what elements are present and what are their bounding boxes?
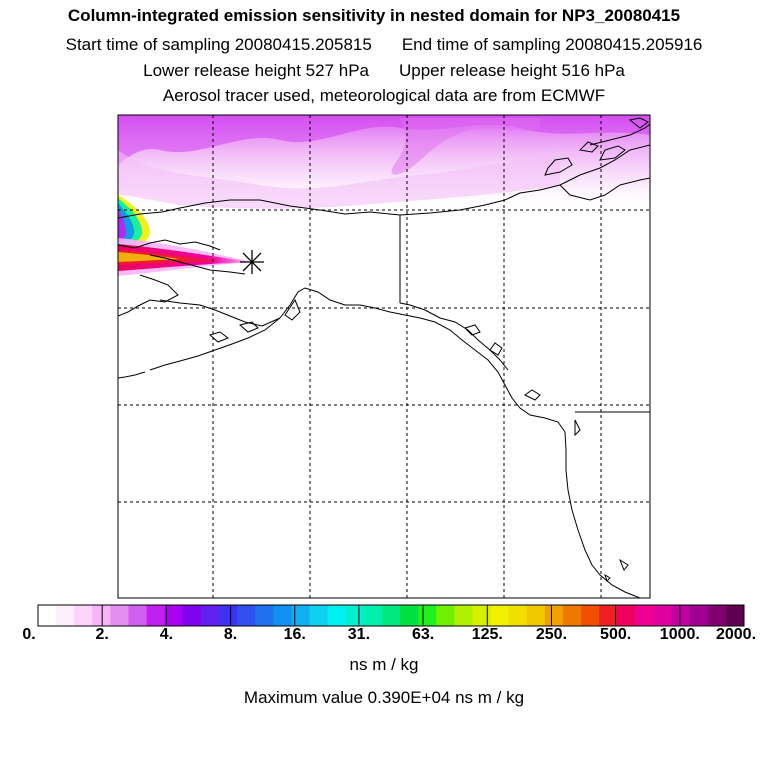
color-scale-segment	[255, 605, 274, 626]
color-scale-segment	[707, 605, 727, 626]
color-scale-segment	[291, 605, 311, 626]
color-scale-segment	[146, 605, 166, 626]
emission-plume	[118, 195, 252, 276]
color-scale-segment	[599, 605, 618, 626]
color-scale-segment	[490, 605, 510, 626]
color-scale-segment	[110, 605, 130, 626]
color-scale-tick-label: 31.	[347, 626, 371, 643]
color-scale-tick-label: 500.	[600, 626, 632, 643]
color-scale-segment	[182, 605, 202, 626]
color-scale-segment	[653, 605, 673, 626]
tracer-info: Aerosol tracer used, meteorological data…	[162, 86, 606, 105]
color-scale-tick-label: 125.	[471, 626, 503, 643]
color-scale-tick-label: 2000.	[715, 626, 757, 643]
color-scale-segment	[327, 605, 347, 626]
end-time-label: End time of sampling 20080415.205916	[401, 35, 703, 54]
color-scale-segment	[128, 605, 148, 626]
color-scale-segment	[454, 605, 473, 626]
color-scale-segment	[56, 605, 75, 626]
map-title: Column-integrated emission sensitivity i…	[67, 6, 681, 25]
color-scale-tick-label: 2.	[95, 626, 109, 643]
graticule	[118, 115, 650, 598]
color-scale-segment	[671, 605, 691, 626]
color-scale-segment	[200, 605, 220, 626]
color-scale-tick-label: 16.	[283, 626, 306, 643]
color-scale-segment	[581, 605, 600, 626]
color-scale-segment	[363, 605, 383, 626]
color-scale-segment	[508, 605, 528, 626]
color-scale-segment	[219, 605, 238, 626]
color-scale-bar	[37, 604, 745, 627]
color-scale-tick-label: 1000.	[659, 626, 700, 643]
color-scale-segment	[309, 605, 329, 626]
color-scale-tick-label: 0.	[22, 626, 36, 643]
color-scale-segment	[436, 605, 455, 626]
map-frame	[117, 114, 651, 599]
color-scale-tick-label: 250.	[535, 626, 568, 643]
color-scale-segment	[544, 605, 564, 626]
color-scale-units: ns m / kg	[349, 655, 419, 674]
color-scale-tick-label: 63.	[411, 626, 435, 643]
color-scale-segment	[472, 605, 492, 626]
coastlines	[118, 117, 650, 598]
color-scale-segment	[617, 605, 636, 626]
lower-release-height: Lower release height 527 hPa	[143, 61, 369, 80]
color-scale-segment	[273, 605, 292, 626]
color-scale-segment	[237, 605, 256, 626]
release-heights: Lower release height 527 hPa Upper releas…	[0, 61, 768, 81]
color-scale-segment	[418, 605, 437, 626]
maximum-value: Maximum value 0.390E+04 ns m / kg	[243, 688, 525, 707]
color-scale-segment	[689, 605, 709, 626]
release-point-marker	[240, 250, 264, 274]
upper-release-height: Upper release height 516 hPa	[399, 61, 625, 80]
start-time-label: Start time of sampling 20080415.205815	[65, 35, 372, 54]
color-scale-segment	[725, 605, 745, 626]
color-scale-segment	[345, 605, 365, 626]
color-scale-segment	[400, 605, 419, 626]
color-scale-tick-label: 8.	[223, 626, 238, 643]
color-scale-segment	[74, 605, 93, 626]
color-scale-segment	[562, 605, 582, 626]
color-scale-tick-label: 4.	[159, 626, 174, 643]
map-area	[118, 115, 650, 598]
sampling-times: Start time of sampling 20080415.205815 En…	[0, 35, 768, 55]
color-scale-labels: 0. 2. 4. 8. 16. 31. 63. 125. 250. 500. 1000. 2000.	[0, 626, 768, 646]
color-scale-segment	[635, 605, 654, 626]
color-scale-segment	[38, 605, 57, 626]
color-scale-segment	[92, 605, 111, 626]
color-scale-segment	[526, 605, 546, 626]
color-scale-segment	[381, 605, 401, 626]
color-scale-segment	[164, 605, 184, 626]
color-scale-frame	[37, 604, 745, 627]
